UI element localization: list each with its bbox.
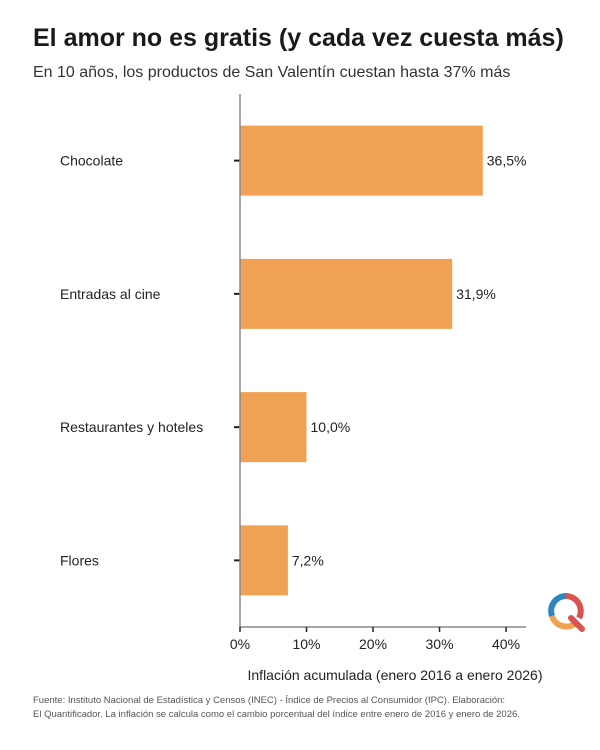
data-label-2: 10,0% <box>311 419 351 435</box>
chart-title: El amor no es gratis (y cada vez cuesta … <box>33 24 564 52</box>
bar-chart: 36,5% Chocolate 31,9% Entradas al cine 10,0%… <box>60 94 543 683</box>
x-tick-label-3: 30% <box>426 636 454 652</box>
x-tick-label-4: 40% <box>492 636 520 652</box>
bar-0 <box>240 125 483 196</box>
category-label-3: Flores <box>60 552 99 568</box>
x-tick-label-2: 20% <box>359 636 387 652</box>
x-tick-label-0: 0% <box>230 636 250 652</box>
source-footnote: Fuente: Instituto Nacional de Estadístic… <box>33 694 593 722</box>
category-label-1: Entradas al cine <box>60 286 161 302</box>
data-label-0: 36,5% <box>487 153 527 169</box>
x-axis-title: Inflación acumulada (enero 2016 a enero … <box>248 667 543 683</box>
chart-subtitle: En 10 años, los productos de San Valentí… <box>33 64 511 81</box>
category-label-0: Chocolate <box>60 153 123 169</box>
data-label-1: 31,9% <box>456 286 496 302</box>
bar-2 <box>240 392 307 463</box>
x-tick-label-1: 10% <box>292 636 320 652</box>
category-label-2: Restaurantes y hoteles <box>60 419 203 435</box>
bar-3 <box>240 525 288 596</box>
bar-1 <box>240 258 453 329</box>
data-label-3: 7,2% <box>292 552 324 568</box>
footnote-line-1: Fuente: Instituto Nacional de Estadístic… <box>33 695 506 706</box>
footnote-line-2: El Quantificador. La inflación se calcul… <box>33 709 520 720</box>
el-quantificador-q-logo-icon <box>548 593 585 632</box>
